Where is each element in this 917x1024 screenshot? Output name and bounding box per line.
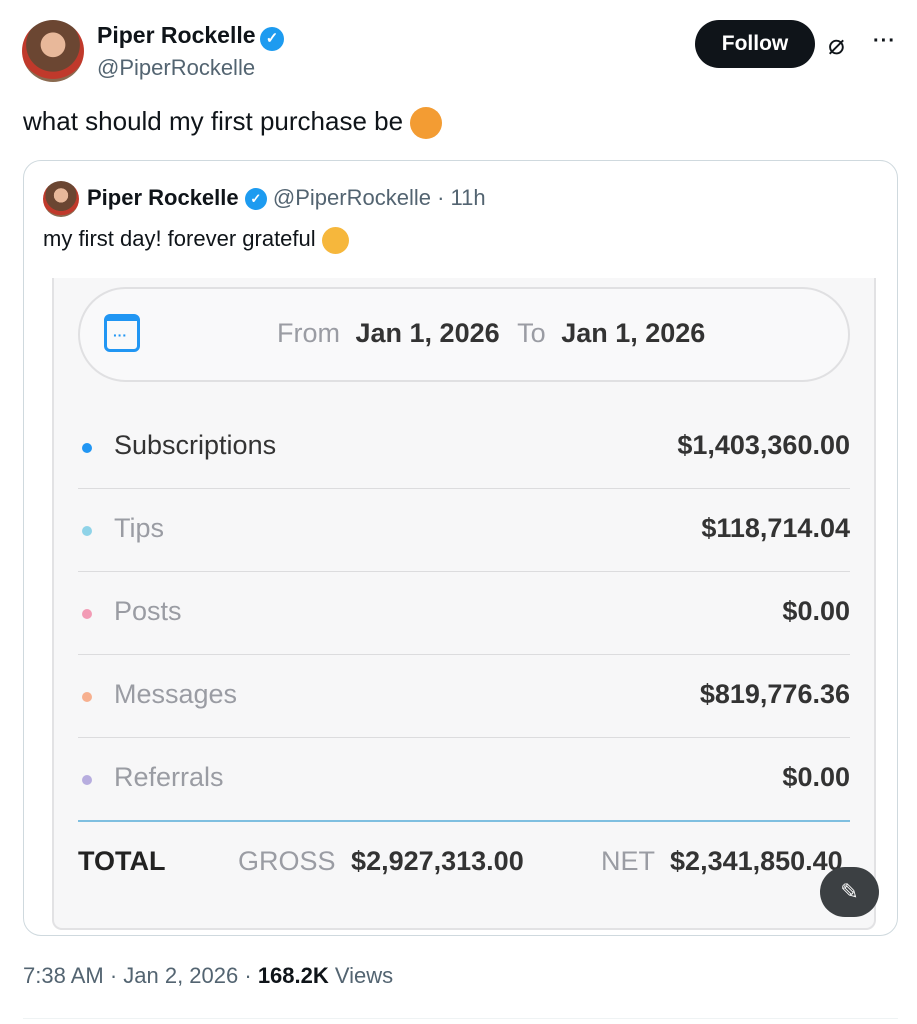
divider bbox=[23, 1018, 898, 1019]
gross-value: $2,927,313.00 bbox=[351, 846, 524, 876]
grok-icon[interactable]: ⌀ bbox=[828, 29, 845, 60]
row-value: $118,714.04 bbox=[701, 513, 850, 543]
net-total: NET $2,341,850.40 bbox=[601, 846, 843, 877]
row-value: $819,776.36 bbox=[699, 679, 850, 709]
from-label: From bbox=[277, 318, 340, 348]
quoted-age: · 11h bbox=[437, 185, 486, 210]
date-range-text: From Jan 1, 2026 To Jan 1, 2026 bbox=[277, 318, 705, 349]
category-dot-icon bbox=[82, 609, 92, 619]
pleading-face-emoji-icon bbox=[321, 226, 349, 254]
author-handle[interactable]: @PiperRockelle bbox=[97, 54, 256, 80]
to-date: Jan 1, 2026 bbox=[561, 318, 706, 348]
gross-total: GROSS $2,927,313.00 bbox=[238, 846, 524, 877]
row-value: $0.00 bbox=[782, 762, 850, 792]
quoted-author-avatar bbox=[43, 181, 79, 217]
date-range-picker bbox=[78, 287, 850, 382]
earnings-row: Messages $819,776.36 bbox=[78, 655, 850, 738]
verified-badge-icon: ✓ bbox=[244, 188, 267, 211]
row-label: Referrals bbox=[114, 762, 224, 792]
row-label: Subscriptions bbox=[114, 430, 277, 460]
earnings-row: Posts $0.00 bbox=[78, 572, 850, 655]
quoted-tweet[interactable] bbox=[23, 160, 898, 936]
quoted-author-name: Piper Rockelle bbox=[87, 185, 239, 210]
calendar-icon: ··· bbox=[104, 314, 140, 352]
quoted-header: Piper Rockelle ✓ @PiperRockelle · 11h bbox=[87, 185, 486, 211]
verified-badge-icon: ✓ bbox=[259, 26, 284, 51]
quoted-text-content: my first day! forever grateful bbox=[43, 226, 316, 251]
gross-label: GROSS bbox=[238, 846, 336, 876]
more-options-icon[interactable]: ··· bbox=[873, 30, 896, 52]
edit-image-button[interactable]: ✎ bbox=[820, 867, 879, 917]
quoted-text: my first day! forever grateful bbox=[43, 226, 349, 254]
row-label: Messages bbox=[114, 679, 238, 709]
follow-button[interactable]: Follow bbox=[695, 20, 815, 68]
category-dot-icon bbox=[82, 775, 92, 785]
author-info: Piper Rockelle ✓ @PiperRockelle bbox=[97, 22, 284, 81]
row-label: Posts bbox=[114, 596, 182, 626]
earnings-row: Tips $118,714.04 bbox=[78, 489, 850, 572]
from-date: Jan 1, 2026 bbox=[355, 318, 500, 348]
tweet-text-content: what should my first purchase be bbox=[23, 106, 404, 136]
earnings-row: Referrals $0.00 bbox=[78, 738, 850, 821]
row-value: $0.00 bbox=[782, 596, 850, 626]
timestamp[interactable]: 7:38 AM · Jan 2, 2026 · bbox=[23, 963, 258, 988]
author-avatar[interactable] bbox=[22, 20, 84, 82]
author-name[interactable]: Piper Rockelle bbox=[97, 22, 256, 48]
total-label: TOTAL bbox=[78, 846, 166, 876]
tweet-text: what should my first purchase be bbox=[23, 106, 443, 140]
net-label: NET bbox=[601, 846, 655, 876]
row-value: $1,403,360.00 bbox=[677, 430, 850, 460]
to-label: To bbox=[517, 318, 546, 348]
total-divider bbox=[78, 820, 850, 822]
tweet-meta: 7:38 AM · Jan 2, 2026 · 168.2K Views bbox=[23, 963, 393, 989]
quoted-author-handle: @PiperRockelle bbox=[272, 185, 431, 210]
category-dot-icon bbox=[82, 692, 92, 702]
views-label: Views bbox=[328, 963, 394, 988]
category-dot-icon bbox=[82, 443, 92, 453]
net-value: $2,341,850.40 bbox=[670, 846, 843, 876]
hand-over-mouth-emoji-icon bbox=[410, 107, 443, 140]
views-count: 168.2K bbox=[257, 963, 329, 988]
category-dot-icon bbox=[82, 526, 92, 536]
earnings-row: Subscriptions $1,403,360.00 bbox=[78, 406, 850, 489]
row-label: Tips bbox=[114, 513, 165, 543]
